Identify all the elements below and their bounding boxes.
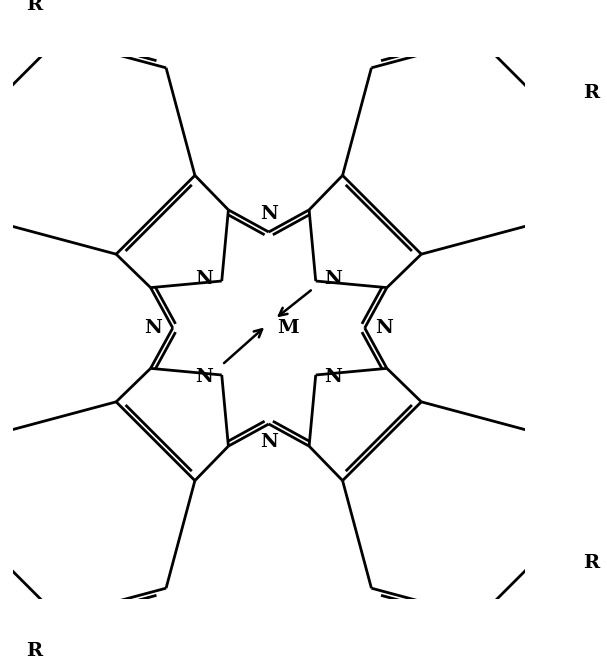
Text: N: N xyxy=(260,205,277,223)
Text: R: R xyxy=(583,84,600,102)
Text: N: N xyxy=(144,319,162,337)
Text: N: N xyxy=(325,369,342,386)
Text: N: N xyxy=(260,433,277,451)
Text: N: N xyxy=(195,270,213,287)
Text: N: N xyxy=(376,319,393,337)
Text: M: M xyxy=(277,319,299,337)
Text: R: R xyxy=(26,642,42,656)
Text: N: N xyxy=(195,369,213,386)
Text: R: R xyxy=(583,554,600,572)
Text: R: R xyxy=(26,0,42,14)
Text: N: N xyxy=(325,270,342,287)
